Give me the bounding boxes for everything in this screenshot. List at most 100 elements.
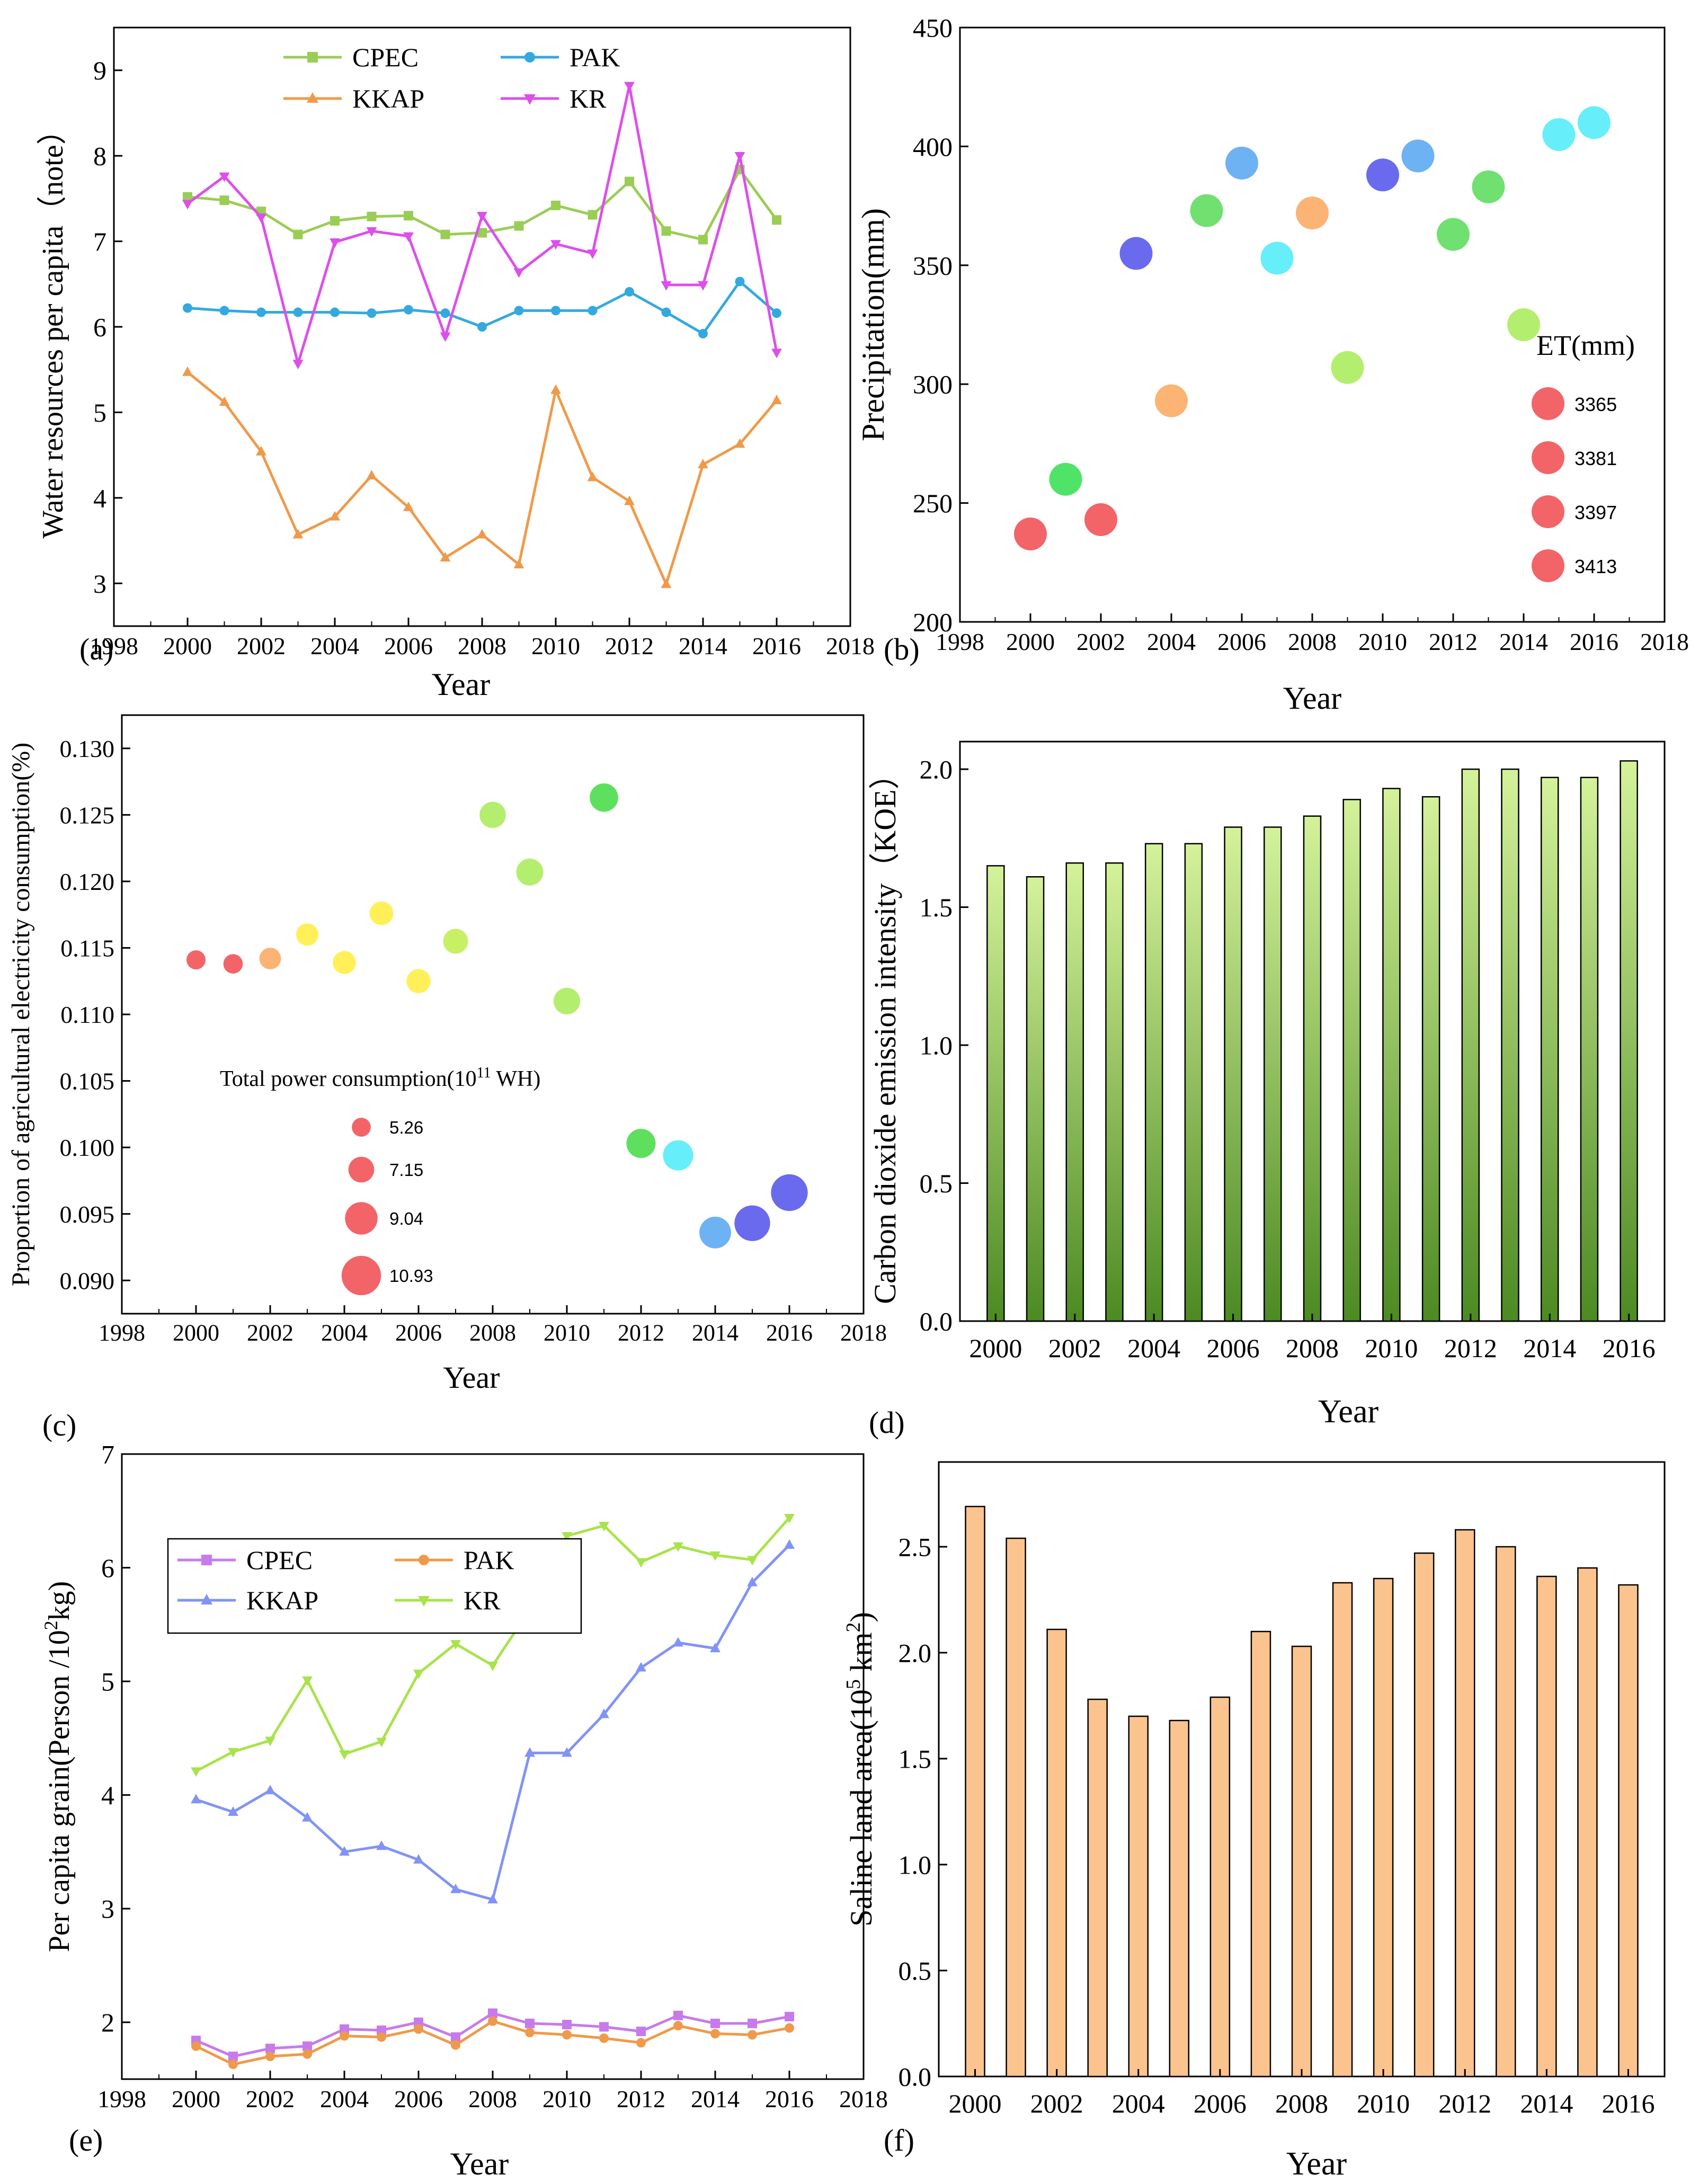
- data-point-pak: [698, 328, 708, 338]
- y-tick-label: 2.0: [899, 1638, 932, 1668]
- x-tick-label: 2008: [1286, 1333, 1339, 1363]
- data-point-kkap: [339, 1846, 350, 1856]
- data-point-kr: [624, 82, 635, 92]
- scatter-point: [1542, 118, 1576, 151]
- scatter-point: [553, 987, 581, 1015]
- y-tick-label: 9: [93, 56, 106, 85]
- legend-label: PAK: [570, 42, 620, 72]
- data-point-kr: [339, 1750, 350, 1760]
- y-tick-label: 0.100: [60, 1134, 115, 1161]
- data-point-kr: [550, 240, 561, 250]
- data-point-kkap: [624, 495, 635, 505]
- data-point-cpec: [599, 2022, 609, 2032]
- x-tick-label: 2002: [1048, 1333, 1101, 1363]
- scatter-point: [296, 923, 319, 946]
- x-tick-label: 2010: [1357, 2089, 1410, 2118]
- bar: [986, 865, 1005, 1322]
- legend-marker: [352, 1118, 371, 1137]
- data-point-kkap: [698, 459, 708, 469]
- data-point-kr: [562, 1532, 572, 1542]
- x-tick-label: 2004: [310, 632, 359, 659]
- y-tick-label: 7: [101, 1440, 114, 1469]
- scatter-point: [369, 901, 394, 925]
- x-tick-label: 2008: [469, 1320, 516, 1346]
- y-tick-label: 250: [913, 488, 953, 518]
- legend-marker: [307, 92, 318, 103]
- series-line-pak: [195, 2019, 790, 2066]
- x-tick-label: 2002: [247, 1320, 293, 1346]
- bar: [1454, 1529, 1475, 2078]
- x-tick-label: 2014: [692, 1320, 739, 1346]
- legend-title-main: Total power consumption(10: [220, 1067, 477, 1091]
- bar: [1006, 1537, 1026, 2078]
- panel-label: (e): [69, 2123, 103, 2158]
- y-tick-label: 350: [913, 251, 953, 280]
- bar: [1577, 1567, 1598, 2078]
- x-tick-label: 2016: [766, 1320, 813, 1346]
- scatter-point: [1260, 242, 1294, 275]
- plot-frame: [959, 26, 1666, 623]
- x-tick-label: 2002: [246, 2085, 295, 2112]
- data-point-kr: [513, 268, 524, 278]
- y-tick-label: 1.0: [920, 1031, 953, 1060]
- data-point-pak: [636, 2038, 646, 2048]
- data-point-kkap: [477, 529, 487, 539]
- y-tick-label: 1.5: [920, 893, 953, 922]
- legend-label: CPEC: [352, 42, 419, 72]
- data-point-pak: [735, 277, 745, 287]
- bar: [1105, 862, 1124, 1322]
- bar: [1536, 1575, 1557, 2078]
- data-point-kr: [599, 1521, 609, 1531]
- data-point-kkap: [710, 1643, 720, 1653]
- data-point-pak: [562, 2030, 572, 2040]
- scatter-point: [1331, 351, 1364, 384]
- data-point-cpec: [698, 235, 708, 245]
- scatter-point: [626, 1129, 656, 1158]
- y-tick-label: 6: [101, 1553, 114, 1583]
- scatter-point: [1578, 106, 1611, 139]
- data-point-kr: [302, 1676, 313, 1686]
- data-point-kkap: [182, 366, 193, 376]
- data-point-kkap: [376, 1840, 387, 1850]
- y-tick-label: 200: [913, 608, 953, 637]
- x-tick-label: 2012: [1438, 2089, 1491, 2118]
- x-tick-label: 2002: [1077, 628, 1125, 655]
- data-point-kkap: [771, 395, 782, 405]
- x-axis-label: Year: [432, 667, 491, 702]
- x-tick-label: 2000: [949, 2089, 1002, 2118]
- x-tick-label: 2006: [1194, 2089, 1247, 2118]
- x-tick-label: 2012: [617, 2085, 665, 2112]
- x-tick-label: 2014: [679, 632, 727, 659]
- data-point-kkap: [302, 1812, 313, 1822]
- y-tick-label: 0.125: [60, 801, 115, 828]
- panel-b-precipitation: 200 250 300 350 400 450 1998 2000 2002 2004 2006 20…: [856, 13, 1689, 716]
- y-axis-label: Carbon dioxide emission intensity（KOE）: [868, 759, 902, 1304]
- legend-marker: [201, 1594, 212, 1604]
- data-point-pak: [477, 322, 487, 332]
- x-axis-label: Year: [450, 2146, 509, 2181]
- x-tick-label: 2010: [542, 2085, 591, 2112]
- x-tick-label: 2004: [320, 2085, 369, 2112]
- legend-label: 5.26: [389, 1118, 423, 1137]
- scatter-point: [479, 801, 506, 828]
- y-tick-label: 300: [913, 370, 953, 399]
- x-tick-label: 2012: [605, 632, 654, 659]
- bar: [1332, 1582, 1353, 2078]
- legend-marker: [1532, 495, 1564, 528]
- data-point-kkap: [587, 471, 598, 482]
- data-point-pak: [488, 2016, 497, 2026]
- legend-title: Total power consumption(1011 WH): [220, 1065, 540, 1091]
- scatter-point: [259, 948, 281, 969]
- bar: [1413, 1552, 1435, 2078]
- data-point-kr: [403, 232, 414, 242]
- data-point-kkap: [747, 1576, 758, 1586]
- bar: [1496, 1546, 1516, 2078]
- y-label-main: Per capita grain(Person /10: [43, 1630, 76, 1952]
- data-point-kkap: [228, 1806, 238, 1816]
- data-point-kr: [477, 211, 487, 221]
- y-tick-label: 5: [93, 398, 106, 427]
- legend-label: KKAP: [352, 84, 424, 113]
- data-point-cpec: [377, 2025, 386, 2035]
- bar: [1461, 768, 1480, 1322]
- x-tick-label: 2014: [1523, 1333, 1576, 1363]
